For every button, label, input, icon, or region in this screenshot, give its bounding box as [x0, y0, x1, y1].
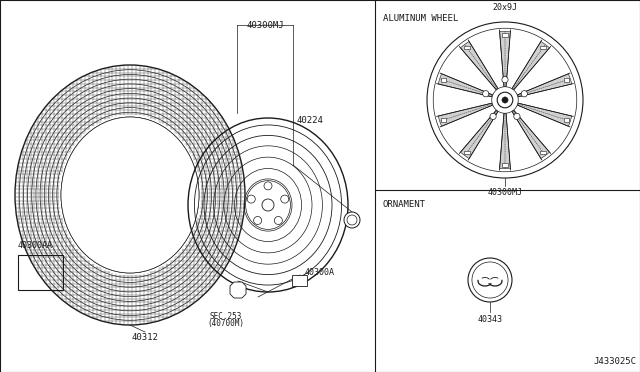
Polygon shape: [517, 74, 572, 97]
Circle shape: [281, 195, 289, 203]
FancyBboxPatch shape: [292, 275, 307, 285]
Text: 40224: 40224: [297, 115, 324, 125]
Polygon shape: [500, 113, 510, 169]
Ellipse shape: [61, 117, 199, 273]
Circle shape: [275, 217, 282, 224]
Polygon shape: [517, 103, 572, 126]
FancyBboxPatch shape: [564, 118, 570, 122]
Text: (40700M): (40700M): [207, 319, 244, 328]
Circle shape: [262, 199, 274, 211]
FancyBboxPatch shape: [540, 46, 546, 49]
FancyBboxPatch shape: [564, 78, 570, 82]
Text: SEC.253: SEC.253: [210, 312, 242, 321]
FancyBboxPatch shape: [464, 151, 470, 154]
Circle shape: [344, 212, 360, 228]
Circle shape: [514, 113, 520, 119]
FancyBboxPatch shape: [502, 33, 508, 37]
Polygon shape: [438, 74, 493, 97]
Polygon shape: [500, 31, 510, 87]
FancyBboxPatch shape: [540, 151, 546, 154]
FancyBboxPatch shape: [502, 163, 508, 167]
Polygon shape: [438, 103, 493, 126]
Circle shape: [247, 195, 255, 203]
Text: 40312: 40312: [132, 333, 159, 342]
Circle shape: [521, 91, 527, 97]
Text: 40300A: 40300A: [305, 268, 335, 277]
Polygon shape: [512, 41, 550, 90]
Polygon shape: [230, 282, 246, 298]
Text: ALUMINUM WHEEL: ALUMINUM WHEEL: [383, 14, 458, 23]
Text: 40300MJ: 40300MJ: [246, 20, 284, 29]
Circle shape: [253, 217, 262, 224]
FancyBboxPatch shape: [440, 118, 446, 122]
Circle shape: [502, 77, 508, 83]
Circle shape: [347, 215, 357, 225]
Polygon shape: [460, 110, 498, 158]
Ellipse shape: [246, 181, 291, 230]
Polygon shape: [512, 110, 550, 158]
FancyBboxPatch shape: [464, 46, 470, 49]
Circle shape: [468, 258, 512, 302]
Circle shape: [483, 91, 489, 97]
Polygon shape: [460, 41, 498, 90]
Text: 20x9J: 20x9J: [493, 3, 518, 12]
Circle shape: [427, 22, 583, 178]
Circle shape: [497, 92, 513, 108]
Text: 40300AA: 40300AA: [18, 241, 53, 250]
Circle shape: [502, 97, 508, 103]
Circle shape: [492, 87, 518, 113]
Ellipse shape: [63, 120, 196, 270]
Circle shape: [264, 182, 272, 190]
Text: ORNAMENT: ORNAMENT: [383, 200, 426, 209]
FancyBboxPatch shape: [440, 78, 446, 82]
Bar: [18, 255, 63, 290]
Circle shape: [490, 113, 496, 119]
Text: 40343: 40343: [477, 315, 502, 324]
Text: 40300MJ: 40300MJ: [488, 188, 522, 197]
Text: J433025C: J433025C: [593, 357, 636, 366]
